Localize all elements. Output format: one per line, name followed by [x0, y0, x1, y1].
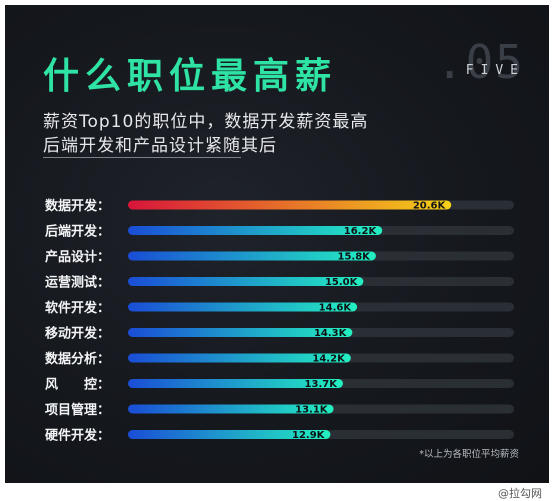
- category-label: 运营测试：: [45, 275, 110, 291]
- salary-bar: [128, 328, 353, 337]
- category-label: 软件开发：: [45, 300, 110, 316]
- salary-bar: [128, 302, 358, 312]
- category-label: 后端开发：: [45, 224, 110, 240]
- value-label: 15.8K: [337, 252, 371, 263]
- watermark: @拉勾网: [498, 487, 542, 500]
- category-label: 项目管理：: [45, 402, 110, 418]
- subtitle-line-2: 后端开发和产品设计紧随其后: [43, 136, 277, 156]
- salary-bar: [128, 277, 364, 286]
- subtitle-divider: [43, 157, 241, 158]
- value-label: 12.9K: [292, 430, 326, 441]
- salary-bar: [128, 226, 383, 235]
- value-label: 13.1K: [295, 405, 329, 416]
- category-label: 产品设计：: [45, 249, 110, 265]
- footnote: *以上为各职位平均薪资: [419, 449, 519, 460]
- value-label: 14.3K: [314, 328, 348, 339]
- salary-bar: [128, 200, 452, 210]
- salary-bar: [128, 251, 376, 261]
- value-label: 20.6K: [413, 201, 447, 212]
- value-label: 16.2K: [344, 226, 378, 237]
- salary-bar: [128, 430, 331, 439]
- section-number: .05: [435, 35, 525, 89]
- salary-bar: [128, 353, 351, 363]
- section-word: FIVE: [465, 63, 525, 78]
- salary-bar: [128, 404, 334, 414]
- page-title: 什么职位最高薪: [43, 56, 338, 97]
- category-label: 数据开发：: [45, 198, 110, 214]
- value-label: 13.7K: [305, 379, 339, 390]
- category-label: 硬件开发：: [45, 428, 110, 444]
- category-label: 数据分析：: [45, 351, 110, 367]
- category-label: 移动开发：: [45, 326, 110, 342]
- value-label: 15.0K: [325, 277, 359, 288]
- infographic-card: 什么职位最高薪 .05 FIVE 薪资Top10的职位中，数据开发薪资最高 后端…: [5, 5, 549, 483]
- salary-bar-chart: 数据开发： 20.6K 后端开发： 16.2K 产品设计： 15.8K 运营测试： 15.0K…: [45, 198, 514, 444]
- salary-bar: [128, 379, 343, 388]
- value-label: 14.6K: [319, 303, 353, 314]
- category-label: 风 控：: [45, 377, 110, 393]
- value-label: 14.2K: [312, 354, 346, 365]
- subtitle-line-1: 薪资Top10的职位中，数据开发薪资最高: [43, 112, 369, 132]
